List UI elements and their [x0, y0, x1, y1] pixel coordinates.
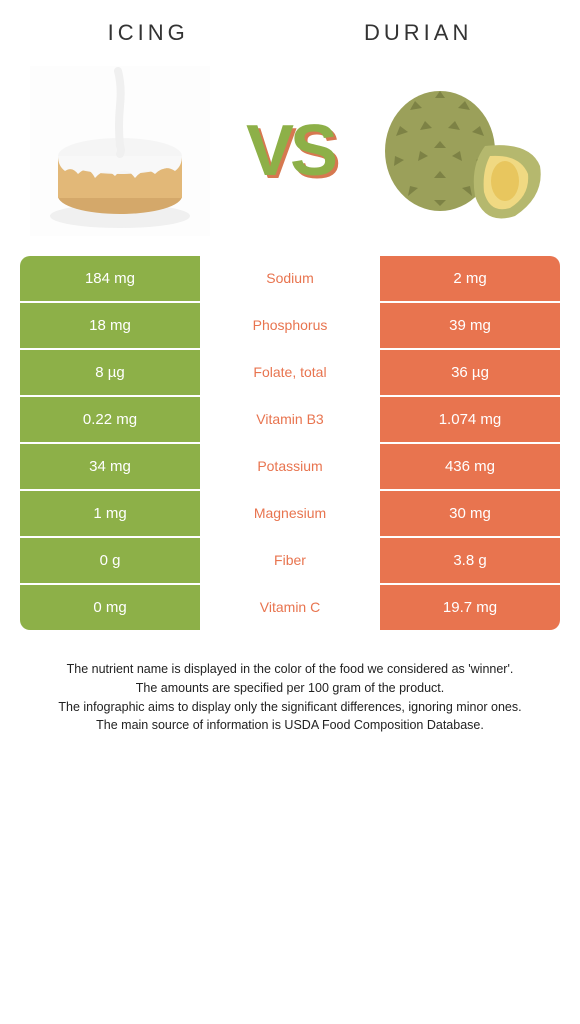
nutrient-name: Folate, total — [200, 350, 380, 397]
table-row: 0.22 mgVitamin B31.074 mg — [20, 397, 560, 444]
table-row: 0 mgVitamin C19.7 mg — [20, 585, 560, 630]
value-left: 0.22 mg — [20, 397, 200, 444]
nutrient-name: Vitamin B3 — [200, 397, 380, 444]
value-right: 1.074 mg — [380, 397, 560, 444]
title-left: Icing — [108, 20, 189, 46]
title-right: Durian — [364, 20, 472, 46]
nutrient-name: Sodium — [200, 256, 380, 303]
icing-icon — [30, 66, 210, 236]
nutrient-name: Fiber — [200, 538, 380, 585]
value-right: 2 mg — [380, 256, 560, 303]
table-row: 34 mgPotassium436 mg — [20, 444, 560, 491]
table-row: 1 mgMagnesium30 mg — [20, 491, 560, 538]
value-left: 0 mg — [20, 585, 200, 630]
nutrient-table: 184 mgSodium2 mg18 mgPhosphorus39 mg8 µg… — [20, 256, 560, 630]
nutrient-name: Magnesium — [200, 491, 380, 538]
vs-label: VS — [246, 110, 334, 192]
table-row: 184 mgSodium2 mg — [20, 256, 560, 303]
value-right: 36 µg — [380, 350, 560, 397]
images-row: VS — [20, 66, 560, 236]
icing-image — [30, 66, 210, 236]
footer-line: The nutrient name is displayed in the co… — [30, 660, 550, 679]
value-right: 30 mg — [380, 491, 560, 538]
value-left: 34 mg — [20, 444, 200, 491]
footer-line: The amounts are specified per 100 gram o… — [30, 679, 550, 698]
value-right: 19.7 mg — [380, 585, 560, 630]
footer-notes: The nutrient name is displayed in the co… — [20, 660, 560, 735]
header-row: Icing Durian — [20, 20, 560, 46]
value-right: 436 mg — [380, 444, 560, 491]
footer-line: The main source of information is USDA F… — [30, 716, 550, 735]
table-row: 18 mgPhosphorus39 mg — [20, 303, 560, 350]
table-row: 8 µgFolate, total36 µg — [20, 350, 560, 397]
value-left: 184 mg — [20, 256, 200, 303]
nutrient-name: Potassium — [200, 444, 380, 491]
footer-line: The infographic aims to display only the… — [30, 698, 550, 717]
table-row: 0 gFiber3.8 g — [20, 538, 560, 585]
durian-image — [370, 66, 550, 236]
value-left: 0 g — [20, 538, 200, 585]
value-right: 3.8 g — [380, 538, 560, 585]
value-right: 39 mg — [380, 303, 560, 350]
durian-icon — [370, 66, 550, 236]
value-left: 1 mg — [20, 491, 200, 538]
nutrient-name: Phosphorus — [200, 303, 380, 350]
value-left: 8 µg — [20, 350, 200, 397]
value-left: 18 mg — [20, 303, 200, 350]
nutrient-name: Vitamin C — [200, 585, 380, 630]
